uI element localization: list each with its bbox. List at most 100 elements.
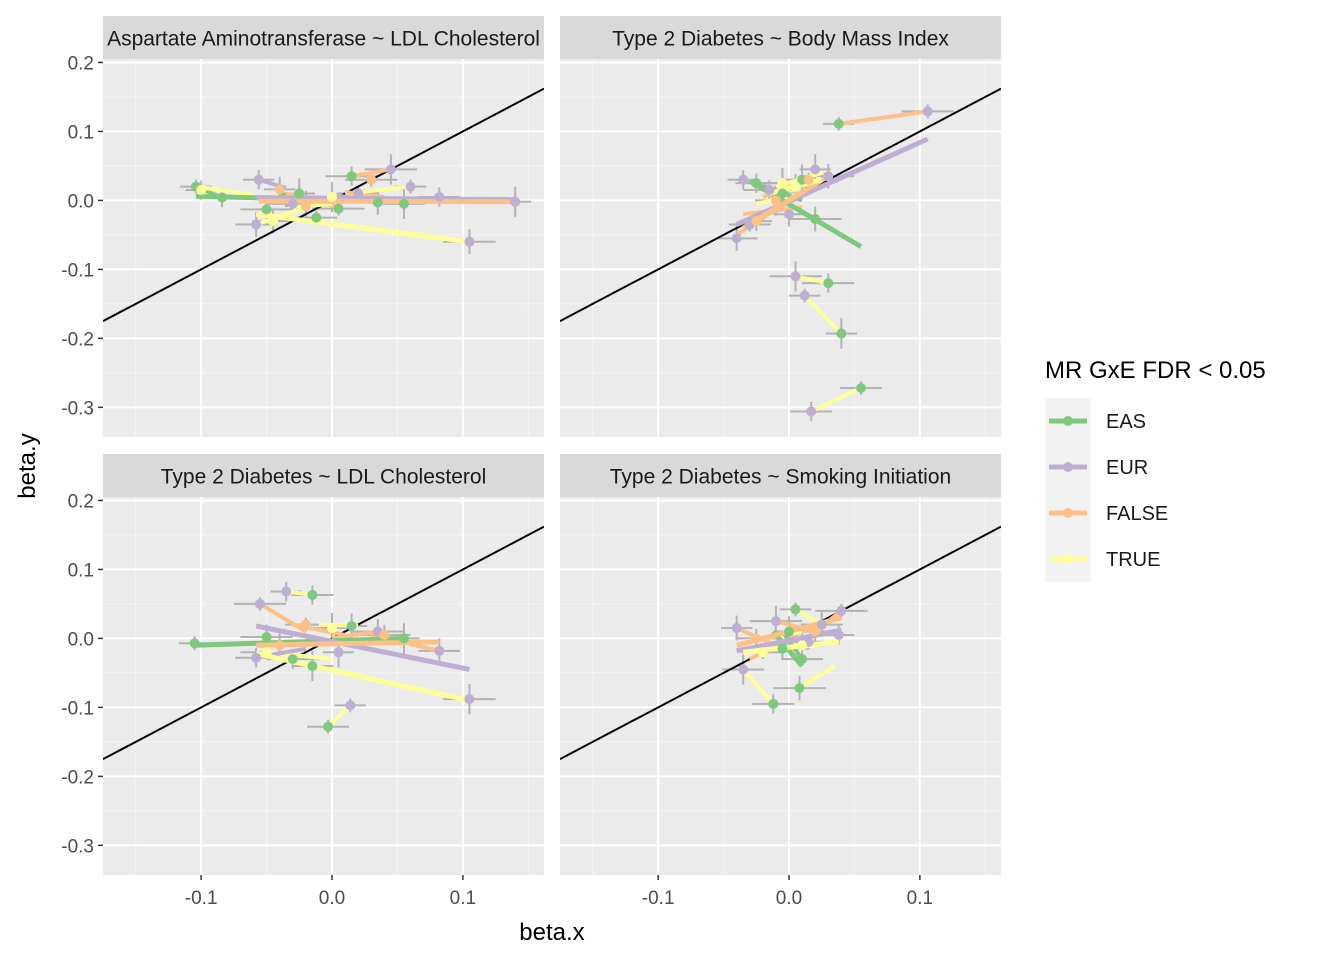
legend-key-point (1063, 508, 1073, 518)
data-point (794, 683, 805, 694)
data-point (372, 197, 383, 208)
data-point (757, 647, 768, 658)
data-point (189, 638, 200, 649)
data-point (833, 118, 844, 129)
fit-line (255, 623, 470, 672)
fit-line (256, 639, 440, 648)
pair-segment (331, 629, 379, 641)
pair-segment (292, 201, 333, 210)
facet-strip (103, 16, 544, 59)
data-point (274, 640, 285, 651)
x-axis-title: beta.x (519, 919, 584, 946)
y-tick-label: 0.1 (68, 122, 94, 143)
y-tick-label: 0.0 (68, 191, 94, 212)
data-point (300, 619, 311, 630)
facet-title: Type 2 Diabetes ~ Smoking Initiation (610, 466, 951, 489)
data-point (810, 214, 821, 225)
facet-panels: Aspartate Aminotransferase ~ LDL Cholest… (103, 16, 1001, 875)
y-tick-label: -0.3 (61, 398, 94, 419)
data-point (751, 216, 762, 227)
pair-segment (741, 668, 775, 706)
legend-title: MR GxE FDR < 0.05 (1045, 357, 1266, 384)
facet-title: Type 2 Diabetes ~ LDL Cholesterol (161, 466, 487, 489)
facet-strip (560, 16, 1001, 59)
legend-key-point (1063, 462, 1073, 472)
pair-segment (810, 386, 862, 414)
data-point (836, 605, 847, 616)
fit-line (258, 198, 516, 205)
data-point (810, 164, 821, 175)
data-point (385, 164, 396, 175)
data-point (281, 586, 292, 597)
data-point (797, 640, 808, 651)
data-point (287, 654, 298, 665)
x-tick-label: -0.1 (642, 888, 675, 909)
data-point (307, 589, 318, 600)
data-point (307, 660, 318, 671)
y-tick-label: 0.2 (68, 491, 94, 512)
legend: MR GxE FDR < 0.05 EAS EUR FALSE TRUE (1045, 357, 1266, 582)
data-point (510, 196, 521, 207)
data-point (366, 174, 377, 185)
data-point (300, 200, 311, 211)
data-point (268, 216, 279, 227)
data-point (751, 633, 762, 644)
facet-strip (103, 454, 544, 497)
data-point (823, 278, 834, 289)
legend-label: TRUE (1106, 549, 1160, 571)
data-point (833, 629, 844, 640)
panel-plot-area (560, 497, 1001, 875)
x-tick-label: 0.0 (319, 888, 345, 909)
y-tick-label: -0.1 (61, 260, 94, 281)
legend-label: FALSE (1106, 503, 1168, 525)
data-point (287, 198, 298, 209)
data-point (464, 694, 475, 705)
y-tick-label: 0.2 (68, 53, 94, 74)
data-point (196, 185, 207, 196)
panel-plot-area (560, 59, 1001, 437)
data-point (751, 178, 762, 189)
data-point (823, 171, 834, 182)
data-point (311, 212, 322, 223)
data-point (405, 181, 416, 192)
data-point (790, 604, 801, 615)
x-tick-label: 0.0 (776, 888, 802, 909)
data-point (251, 219, 262, 230)
facet-panel: Type 2 Diabetes ~ LDL Cholesterol (103, 454, 544, 875)
data-point (251, 652, 262, 663)
panel-plot-area (103, 59, 544, 437)
data-point (738, 174, 749, 185)
legend-key-point (1063, 554, 1073, 564)
facet-strip (560, 454, 1001, 497)
data-point (777, 188, 788, 199)
panel-background (103, 59, 544, 437)
data-point (816, 619, 827, 630)
data-point (784, 209, 795, 220)
data-point (379, 629, 390, 640)
data-point (294, 188, 305, 199)
data-point (346, 171, 357, 182)
legend-key-point (1063, 416, 1073, 426)
y-tick-label: 0.1 (68, 560, 94, 581)
legend-label: EUR (1106, 457, 1148, 479)
pair-segment (795, 274, 829, 286)
data-point (855, 383, 866, 394)
facet-panel: Type 2 Diabetes ~ Body Mass Index (560, 16, 1001, 437)
x-tick-label: 0.1 (907, 888, 933, 909)
data-point (323, 721, 334, 732)
x-tick-label: 0.1 (450, 888, 476, 909)
facet-panel: Type 2 Diabetes ~ Smoking Initiation (560, 454, 1001, 875)
data-point (398, 633, 409, 644)
data-point (799, 290, 810, 301)
panel-background (103, 497, 544, 875)
panel-background (560, 59, 1001, 437)
data-point (731, 233, 742, 244)
data-point (261, 204, 272, 215)
data-point (255, 598, 266, 609)
data-point (346, 620, 357, 631)
data-point (345, 700, 356, 711)
axes: 0.2 0.1 0.0 -0.1 -0.2 -0.3 0.2 0.1 0.0 -0.1 -0.2 -0… (61, 53, 933, 909)
data-point (803, 174, 814, 185)
data-point (434, 645, 445, 656)
panel-plot-area (103, 497, 544, 875)
